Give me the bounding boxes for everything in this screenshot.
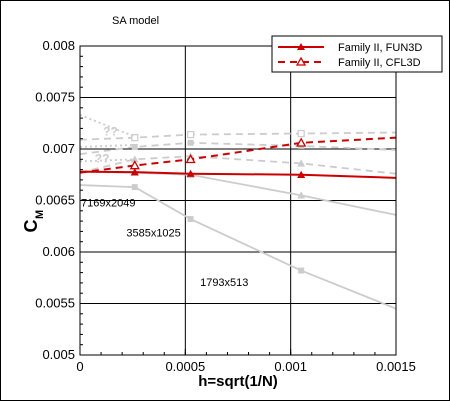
- series-cfl3d-line: [79, 136, 397, 174]
- background-series-1-marker: [187, 216, 194, 223]
- background-series-5-marker: [297, 129, 305, 138]
- y-tick-label: 0.0065: [35, 193, 75, 208]
- background-series-7-line: [79, 143, 135, 148]
- chart-title: SA model: [112, 15, 159, 27]
- background-series-2-marker: [297, 191, 306, 199]
- background-series-4-line: [79, 155, 397, 175]
- x-tick-label: 0.001: [274, 359, 307, 374]
- background-series-1-marker: [131, 184, 138, 191]
- faint-annotation: ??: [95, 151, 110, 165]
- series-fun3d-line: [79, 170, 397, 179]
- x-tick-label: 0.0015: [376, 359, 416, 374]
- series-cfl3d-marker: [129, 160, 140, 170]
- series-fun3d-marker: [297, 170, 306, 178]
- series-fun3d-marker: [130, 168, 139, 176]
- y-tick-label: 0.005: [42, 347, 75, 362]
- y-tick-label: 0.006: [42, 244, 75, 259]
- legend: Family II, FUN3D Family II, CFL3D: [271, 35, 443, 73]
- legend-label-cfl3d: Family II, CFL3D: [338, 57, 421, 69]
- series-fun3d-marker: [186, 169, 195, 177]
- x-tick-label: 0.0005: [165, 359, 205, 374]
- background-series-1-marker: [298, 267, 305, 274]
- background-series-3-marker: [131, 143, 138, 150]
- background-series-5-marker: [131, 134, 139, 142]
- background-series-4-marker: [297, 159, 306, 167]
- series-cfl3d-marker: [296, 137, 307, 147]
- legend-entry-fun3d: Family II, FUN3D: [278, 42, 422, 54]
- background-series-5-marker: [187, 130, 195, 139]
- y-axis-label-subscript: M: [34, 210, 46, 219]
- legend-marker-fun3d: [297, 43, 305, 50]
- y-tick-label: 0.0075: [35, 90, 75, 105]
- y-axis-label: C M: [21, 210, 46, 233]
- background-series-8-line: [79, 158, 135, 163]
- background-series-4-marker: [130, 155, 139, 163]
- x-axis-label: h=sqrt(1/N): [198, 373, 278, 390]
- grid-size-annotation: 7169x2049: [81, 198, 135, 210]
- y-tick-label: 0.007: [42, 141, 75, 156]
- series-cfl3d-marker: [185, 153, 196, 164]
- grid-size-annotation: 3585x1025: [126, 228, 180, 240]
- background-series-3-marker: [187, 139, 194, 146]
- faint-annotation: ??: [103, 125, 118, 139]
- grid-size-annotation: 1793x513: [200, 277, 248, 289]
- x-tick-label: 0: [76, 359, 83, 374]
- label-layer: 7169x2049 3585x1025 1793x513: [81, 198, 248, 289]
- legend-label-fun3d: Family II, FUN3D: [338, 42, 422, 54]
- grid-layer: [80, 46, 396, 355]
- y-axis-label-main: C: [21, 220, 41, 233]
- series-layer: [79, 136, 397, 179]
- axis-layer: 0 0.0005 0.001 0.0015 0.005 0.0055 0.006 0.0065…: [35, 38, 416, 374]
- y-tick-label: 0.008: [42, 38, 75, 53]
- legend-box: [271, 35, 443, 73]
- legend-entry-cfl3d: Family II, CFL3D: [278, 56, 421, 69]
- y-tick-label: 0.0055: [35, 296, 75, 311]
- legend-marker-cfl3d: [295, 56, 307, 66]
